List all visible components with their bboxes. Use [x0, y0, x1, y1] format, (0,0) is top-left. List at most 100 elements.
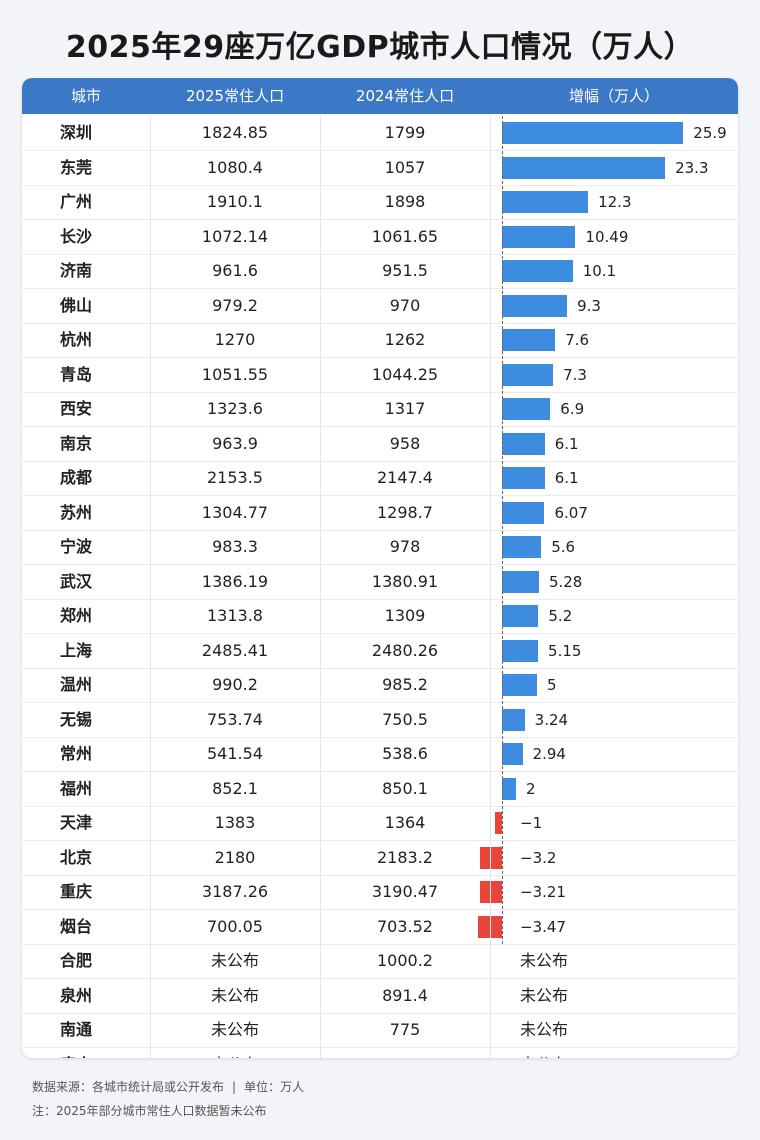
table-row: 常州 541.54 538.6 2.94	[22, 737, 738, 772]
pop-2024-value: 1898	[384, 192, 426, 211]
growth-value-label: 10.1	[582, 262, 617, 280]
pop-2024-value: 978	[389, 537, 421, 556]
table-row: 北京 2180 2183.2 −3.2	[22, 841, 738, 876]
footer-unit: 单位：万人	[244, 1080, 305, 1094]
page-title: 2025年29座万亿GDP城市人口情况（万人）	[65, 30, 695, 65]
table-row: 福州 852.1 850.1 2	[22, 772, 738, 807]
city-name: 广州	[60, 192, 93, 211]
city-name: 济南	[60, 261, 93, 280]
pop-2025-value: 1824.85	[201, 123, 269, 142]
pop-2024-value: 775	[389, 1020, 421, 1039]
city-name: 福州	[60, 778, 93, 798]
table-row: 郑州 1313.8 1309 5.2	[22, 599, 738, 634]
footer-source: 数据来源：各城市统计局或公开发布	[32, 1080, 225, 1094]
pop-2025-value: 2485.41	[201, 640, 269, 660]
city-name: 东莞	[60, 157, 93, 177]
growth-bar	[502, 432, 545, 455]
table-row: 青岛 1051.55 1044.25 7.3	[22, 358, 738, 393]
growth-bar	[502, 743, 523, 765]
column-separator	[490, 116, 491, 1058]
growth-value-label: −3.47	[520, 917, 566, 936]
pop-2025-value: 1313.8	[207, 606, 263, 625]
growth-bar	[502, 329, 556, 351]
table-row: 南通 未公布 775 未公布	[22, 1013, 738, 1048]
city-name: 杭州	[60, 330, 93, 349]
growth-bar	[502, 501, 545, 524]
city-name: 天津	[60, 813, 93, 832]
growth-value-label: 2.94	[532, 745, 566, 763]
city-name: 佛山	[60, 295, 93, 315]
footer-divider: |	[232, 1080, 237, 1094]
pop-2024-value: 891.4	[382, 985, 428, 1005]
city-name: 合肥	[60, 951, 93, 970]
pop-2025-value: 2153.5	[207, 468, 263, 487]
growth-value-label: −1	[520, 814, 543, 832]
pop-2025-value: 541.54	[207, 744, 263, 763]
growth-bar	[502, 260, 573, 282]
pop-2025-value: 1072.14	[201, 226, 269, 246]
pop-2024-value: 1057	[384, 157, 426, 177]
footer-note: 注：2025年部分城市常住人口数据暂未公布	[32, 1104, 267, 1118]
table-row: 济南 961.6 951.5 10.1	[22, 254, 738, 289]
pop-2024-value: 850.1	[382, 778, 428, 798]
table-row: 天津 1383 1364 −1	[22, 806, 738, 841]
header-growth: 增幅（万人）	[568, 87, 659, 105]
table-row: 苏州 1304.77 1298.7 6.07	[22, 496, 738, 531]
header-pop-2024: 2024常住人口	[355, 87, 455, 105]
pop-2024-value: 1317	[384, 399, 426, 418]
growth-value-label: 6.1	[554, 469, 579, 487]
growth-value-label: 5.6	[551, 538, 576, 556]
pop-2025-value: 1910.1	[207, 192, 263, 211]
table-row: 上海 2485.41 2480.26 5.15	[22, 634, 738, 669]
growth-value-label: 10.49	[585, 227, 629, 246]
pop-2024-value: 985.2	[382, 675, 428, 694]
table-row: 烟台 700.05 703.52 −3.47	[22, 910, 738, 945]
growth-value-label: 5.15	[548, 641, 582, 660]
table-row: 武汉 1386.19 1380.91 5.28	[22, 565, 738, 600]
growth-value-label: 25.9	[693, 124, 727, 142]
pop-2025-value: 1304.77	[201, 502, 269, 522]
table-row: 重庆 3187.26 3190.47 −3.21	[22, 875, 738, 910]
growth-not-published: 未公布	[520, 1048, 568, 1059]
table-row: 广州 1910.1 1898 12.3	[22, 185, 738, 220]
pop-2025-value: 990.2	[212, 675, 258, 694]
zero-axis-line	[502, 116, 503, 944]
pop-2024-value: 1380.91	[371, 571, 439, 591]
growth-value-label: 6.9	[560, 400, 585, 418]
city-name: 深圳	[60, 123, 93, 142]
city-name: 北京	[60, 847, 93, 867]
growth-value-label: −3.2	[520, 848, 557, 867]
footer-source-line: 数据来源：各城市统计局或公开发布 | 单位：万人	[32, 1078, 304, 1095]
pop-2025-value: 1383	[214, 813, 256, 832]
growth-bar	[502, 570, 539, 593]
growth-bar	[502, 225, 576, 248]
city-name: 苏州	[60, 502, 93, 522]
city-name: 温州	[60, 675, 93, 694]
city-name: 南通	[60, 1020, 93, 1039]
growth-value-label: 6.1	[554, 434, 579, 453]
pop-2024-value: 2183.2	[377, 847, 433, 867]
growth-value-label: 3.24	[534, 710, 569, 729]
growth-bar	[502, 605, 539, 627]
city-name: 武汉	[60, 571, 93, 591]
growth-bar	[495, 812, 502, 834]
growth-not-published: 未公布	[520, 985, 569, 1005]
growth-value-label: 23.3	[675, 158, 709, 177]
growth-bar	[502, 191, 589, 213]
city-name: 重庆	[60, 882, 93, 901]
pop-2024-value: 772.28	[320, 1048, 490, 1059]
growth-bar	[502, 398, 551, 420]
table-row: 温州 990.2 985.2 5	[22, 668, 738, 703]
pop-2024-value: 538.6	[382, 744, 428, 763]
pop-2025-value: 未公布	[150, 1048, 320, 1059]
pop-2024-value: 1364	[384, 813, 426, 832]
growth-value-label: 2	[526, 779, 536, 798]
header-city: 城市	[70, 87, 101, 105]
pop-2024-value: 951.5	[382, 261, 428, 280]
pop-2025-value: 961.6	[212, 261, 258, 280]
growth-value-label: 6.07	[554, 503, 588, 522]
table-row: 深圳 1824.85 1799 25.9	[22, 116, 738, 151]
growth-value-label: 7.6	[565, 331, 590, 349]
pop-2024-value: 958	[389, 433, 421, 453]
growth-bar	[502, 777, 516, 800]
